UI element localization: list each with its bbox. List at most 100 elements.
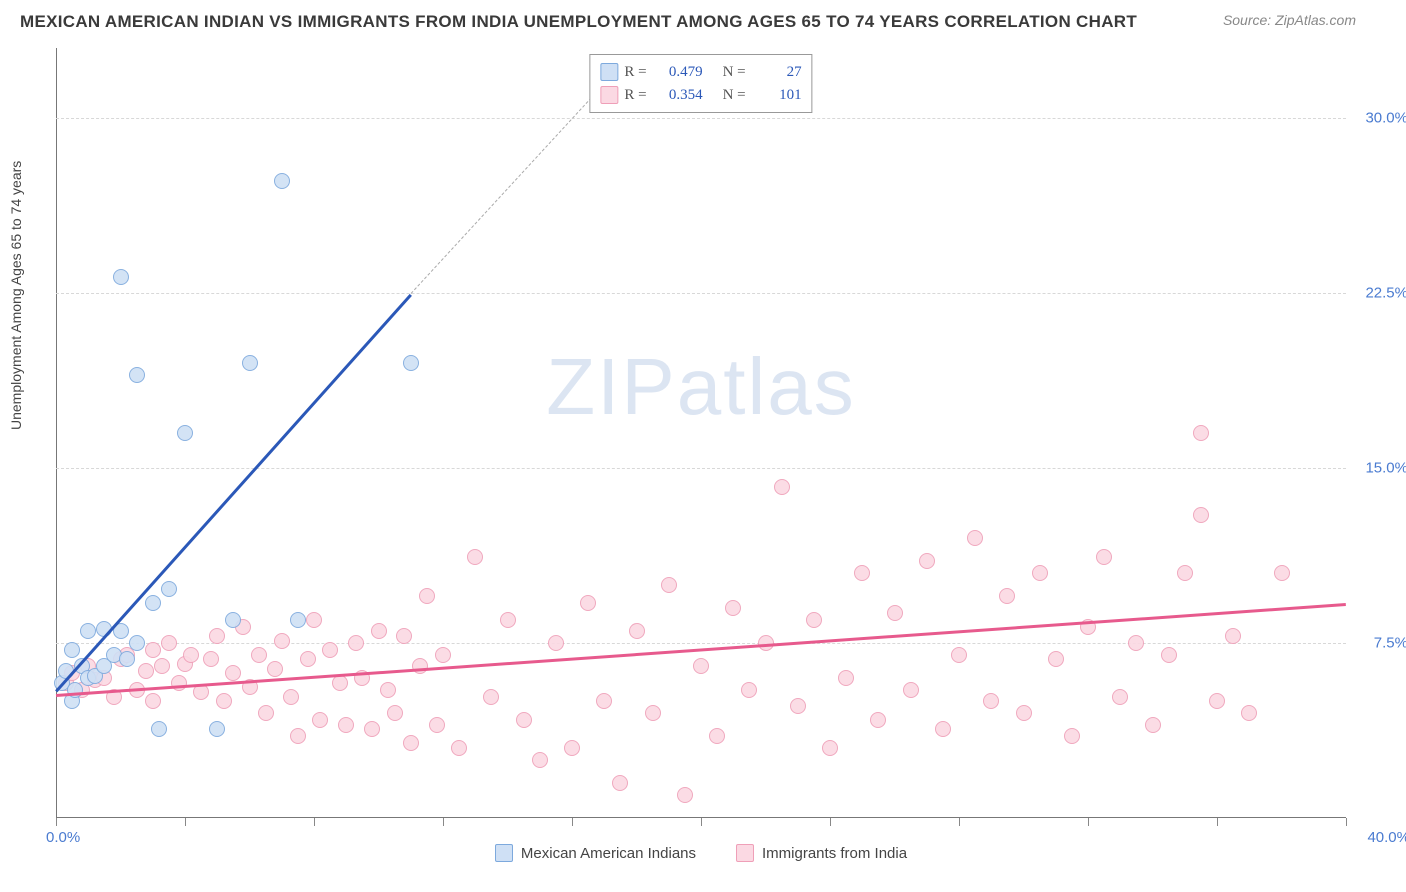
data-point — [403, 735, 419, 751]
data-point — [412, 658, 428, 674]
data-point — [138, 663, 154, 679]
data-point — [1112, 689, 1128, 705]
data-point — [290, 612, 306, 628]
source-label: Source: ZipAtlas.com — [1223, 12, 1386, 28]
n-value: 101 — [752, 84, 802, 107]
data-point — [1177, 565, 1193, 581]
data-point — [677, 787, 693, 803]
data-point — [1064, 728, 1080, 744]
data-point — [1096, 549, 1112, 565]
data-point — [145, 642, 161, 658]
data-point — [709, 728, 725, 744]
gridline — [56, 293, 1346, 294]
gridline — [56, 643, 1346, 644]
data-point — [300, 651, 316, 667]
data-point — [129, 635, 145, 651]
legend-series-item: Immigrants from India — [736, 844, 907, 862]
x-tick — [185, 818, 186, 826]
data-point — [380, 682, 396, 698]
data-point — [396, 628, 412, 644]
data-point — [312, 712, 328, 728]
legend-series-label: Mexican American Indians — [521, 845, 696, 862]
data-point — [516, 712, 532, 728]
data-point — [80, 623, 96, 639]
data-point — [258, 705, 274, 721]
x-tick — [830, 818, 831, 826]
data-point — [1048, 651, 1064, 667]
x-tick — [314, 818, 315, 826]
trend-line-immigrants_from_india — [56, 603, 1346, 696]
data-point — [483, 689, 499, 705]
x-axis-max-label: 40.0% — [1367, 829, 1406, 846]
data-point — [435, 647, 451, 663]
watermark-atlas: atlas — [677, 342, 856, 431]
gridline — [56, 468, 1346, 469]
data-point — [580, 595, 596, 611]
data-point — [548, 635, 564, 651]
data-point — [741, 682, 757, 698]
data-point — [209, 721, 225, 737]
data-point — [1209, 693, 1225, 709]
data-point — [790, 698, 806, 714]
correlation-legend: R =0.479N =27R =0.354N =101 — [589, 54, 812, 113]
data-point — [119, 651, 135, 667]
data-point — [364, 721, 380, 737]
data-point — [419, 588, 435, 604]
legend-correlation-row: R =0.354N =101 — [600, 84, 801, 107]
data-point — [854, 565, 870, 581]
y-tick-label: 15.0% — [1365, 460, 1406, 477]
data-point — [596, 693, 612, 709]
x-tick — [1088, 818, 1089, 826]
data-point — [371, 623, 387, 639]
data-point — [903, 682, 919, 698]
data-point — [332, 675, 348, 691]
data-point — [161, 581, 177, 597]
legend-swatch — [600, 63, 618, 81]
data-point — [225, 665, 241, 681]
n-value: 27 — [752, 61, 802, 84]
data-point — [870, 712, 886, 728]
data-point — [919, 553, 935, 569]
data-point — [151, 721, 167, 737]
data-point — [999, 588, 1015, 604]
r-value: 0.354 — [653, 84, 703, 107]
data-point — [951, 647, 967, 663]
series-legend: Mexican American Indians Immigrants from … — [56, 844, 1346, 862]
x-tick — [572, 818, 573, 826]
legend-swatch — [600, 86, 618, 104]
data-point — [387, 705, 403, 721]
data-point — [177, 425, 193, 441]
trend-line-mexican_american_indians — [55, 293, 412, 691]
data-point — [348, 635, 364, 651]
data-point — [532, 752, 548, 768]
data-point — [154, 658, 170, 674]
data-point — [806, 612, 822, 628]
r-value: 0.479 — [653, 61, 703, 84]
watermark-zip: ZIP — [546, 342, 676, 431]
data-point — [838, 670, 854, 686]
y-tick-label: 7.5% — [1374, 635, 1406, 652]
x-tick — [56, 818, 57, 826]
data-point — [1225, 628, 1241, 644]
data-point — [983, 693, 999, 709]
watermark: ZIPatlas — [546, 341, 855, 433]
legend-series-item: Mexican American Indians — [495, 844, 696, 862]
y-axis-label: Unemployment Among Ages 65 to 74 years — [8, 161, 24, 430]
legend-correlation-row: R =0.479N =27 — [600, 61, 801, 84]
x-tick — [1217, 818, 1218, 826]
x-tick — [1346, 818, 1347, 826]
data-point — [216, 693, 232, 709]
data-point — [1241, 705, 1257, 721]
gridline — [56, 118, 1346, 119]
data-point — [242, 355, 258, 371]
chart-title: MEXICAN AMERICAN INDIAN VS IMMIGRANTS FR… — [20, 12, 1137, 32]
data-point — [113, 269, 129, 285]
n-label: N = — [723, 61, 746, 84]
data-point — [1193, 425, 1209, 441]
y-axis-line — [56, 48, 57, 818]
data-point — [629, 623, 645, 639]
data-point — [251, 647, 267, 663]
data-point — [274, 173, 290, 189]
data-point — [1274, 565, 1290, 581]
data-point — [935, 721, 951, 737]
